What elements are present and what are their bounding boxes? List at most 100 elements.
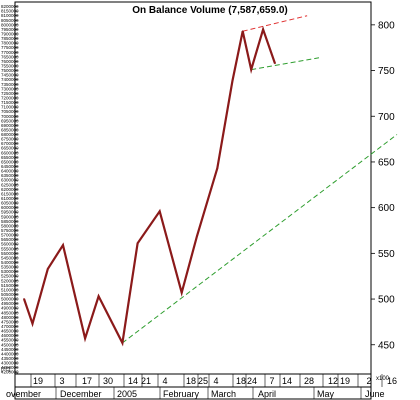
right-tick-label: 500 <box>378 295 395 306</box>
day-tick-label: 19 <box>33 376 43 386</box>
obv-data-point <box>121 342 124 344</box>
obv-data-point <box>62 244 64 247</box>
x-axis: 19 3 17 30 14 21 4 18 25 4 18 24 7 14 28 12 19 2 16ovember… <box>6 373 397 400</box>
left-tick-label: 7400000 <box>1 77 19 82</box>
month-label: ovember <box>6 389 41 399</box>
left-tick-label: 6800000 <box>1 132 19 137</box>
left-tick-label: 4250000 <box>1 365 19 370</box>
day-tick-label: 21 <box>141 376 151 386</box>
left-tick-label: 7550000 <box>1 63 19 68</box>
left-tick-label: 6750000 <box>1 137 19 142</box>
left-tick-label: 5000000 <box>1 297 19 302</box>
left-tick-label: 6350000 <box>1 173 19 178</box>
left-tick-label: 7950000 <box>1 27 19 32</box>
trendlines <box>122 15 398 344</box>
left-tick-label: 4300000 <box>1 361 19 366</box>
trendline <box>242 15 308 32</box>
day-tick-label: 12 <box>328 376 338 386</box>
left-tick-label: 7000000 <box>1 114 19 119</box>
left-tick-label: 5900000 <box>1 214 19 219</box>
left-tick-label: 6550000 <box>1 155 19 160</box>
left-tick-label: 5750000 <box>1 228 19 233</box>
left-tick-label: 8100000 <box>1 13 19 18</box>
left-tick-label: 5350000 <box>1 265 19 270</box>
month-label-band <box>14 386 372 400</box>
day-tick-label: 14 <box>128 376 138 386</box>
left-tick-label: 8050000 <box>1 18 19 23</box>
right-tick-label: 600 <box>378 203 395 214</box>
left-tick-label: 6950000 <box>1 118 19 123</box>
right-tick-label: 650 <box>378 157 395 168</box>
day-tick-label: 24 <box>247 376 257 386</box>
left-tick-label: 7900000 <box>1 31 19 36</box>
right-tick-label: 550 <box>378 249 395 260</box>
left-tick-label: 5700000 <box>1 233 19 238</box>
right-tick-label: 700 <box>378 112 395 123</box>
left-tick-label: 7750000 <box>1 45 19 50</box>
corner-label: [TC] <box>1 367 11 373</box>
left-tick-label: 7500000 <box>1 68 19 73</box>
left-tick-label: 6400000 <box>1 169 19 174</box>
trendline <box>122 134 398 344</box>
left-tick-label: 7800000 <box>1 41 19 46</box>
left-tick-label: 6000000 <box>1 205 19 210</box>
obv-series <box>23 25 276 347</box>
left-tick-label: 4450000 <box>1 347 19 352</box>
plot-frame <box>14 1 372 375</box>
left-tick-label: 4200000 <box>1 370 19 375</box>
obv-data-point <box>216 167 219 170</box>
left-tick-label: 7350000 <box>1 82 19 87</box>
day-tick-label: 17 <box>82 376 92 386</box>
left-tick-label: 4850000 <box>1 310 19 315</box>
left-tick-label: 8200000 <box>1 4 19 9</box>
obv-data-point <box>196 235 198 237</box>
day-tick-label: 4 <box>162 376 167 386</box>
left-tick-label: 5250000 <box>1 274 19 279</box>
left-tick-label: 5500000 <box>1 251 19 256</box>
left-tick-label: 7650000 <box>1 54 19 59</box>
day-tick-label: 18 <box>236 376 246 386</box>
left-tick-label: 7200000 <box>1 95 19 100</box>
month-label: December <box>60 389 102 399</box>
left-tick-label: 4700000 <box>1 324 19 329</box>
obv-data-point <box>274 62 276 65</box>
obv-data-point <box>241 30 244 33</box>
left-tick-label: 6300000 <box>1 178 19 183</box>
obv-data-point <box>46 267 49 270</box>
left-tick-label: 5300000 <box>1 269 19 274</box>
left-tick-label: 4650000 <box>1 329 19 334</box>
left-tick-label: 7300000 <box>1 86 19 91</box>
right-y-axis: 450 500 550 600 650 700 750 800 <box>371 20 395 351</box>
day-tick-label: 2 <box>366 376 371 386</box>
day-tick-label: 25 <box>198 376 208 386</box>
trendline <box>251 57 320 71</box>
day-tick-label: 18 <box>186 376 196 386</box>
left-tick-label: 7600000 <box>1 59 19 64</box>
left-tick-label: 5150000 <box>1 283 19 288</box>
left-tick-label: 5850000 <box>1 219 19 224</box>
left-tick-label: 7250000 <box>1 91 19 96</box>
left-tick-label: 8000000 <box>1 22 19 27</box>
left-tick-label: 5050000 <box>1 292 19 297</box>
left-tick-label: 6450000 <box>1 164 19 169</box>
left-tick-label: 5600000 <box>1 242 19 247</box>
left-tick-label: 7700000 <box>1 50 19 55</box>
day-tick-label: 7 <box>269 376 274 386</box>
left-tick-label: 4350000 <box>1 356 19 361</box>
day-tick-label: 19 <box>340 376 350 386</box>
obv-data-point <box>180 291 183 294</box>
obv-data-point <box>250 68 253 71</box>
left-tick-label: 5400000 <box>1 260 19 265</box>
left-tick-label: 8150000 <box>1 9 19 14</box>
left-tick-label: 6500000 <box>1 159 19 164</box>
left-tick-label: 4800000 <box>1 315 19 320</box>
left-tick-label: 6250000 <box>1 182 19 187</box>
obv-data-point <box>262 28 264 31</box>
left-tick-label: 6050000 <box>1 201 19 206</box>
left-tick-label: 7150000 <box>1 100 19 105</box>
left-tick-label: 7100000 <box>1 105 19 110</box>
left-tick-label: 7050000 <box>1 109 19 114</box>
left-tick-label: 6700000 <box>1 141 19 146</box>
